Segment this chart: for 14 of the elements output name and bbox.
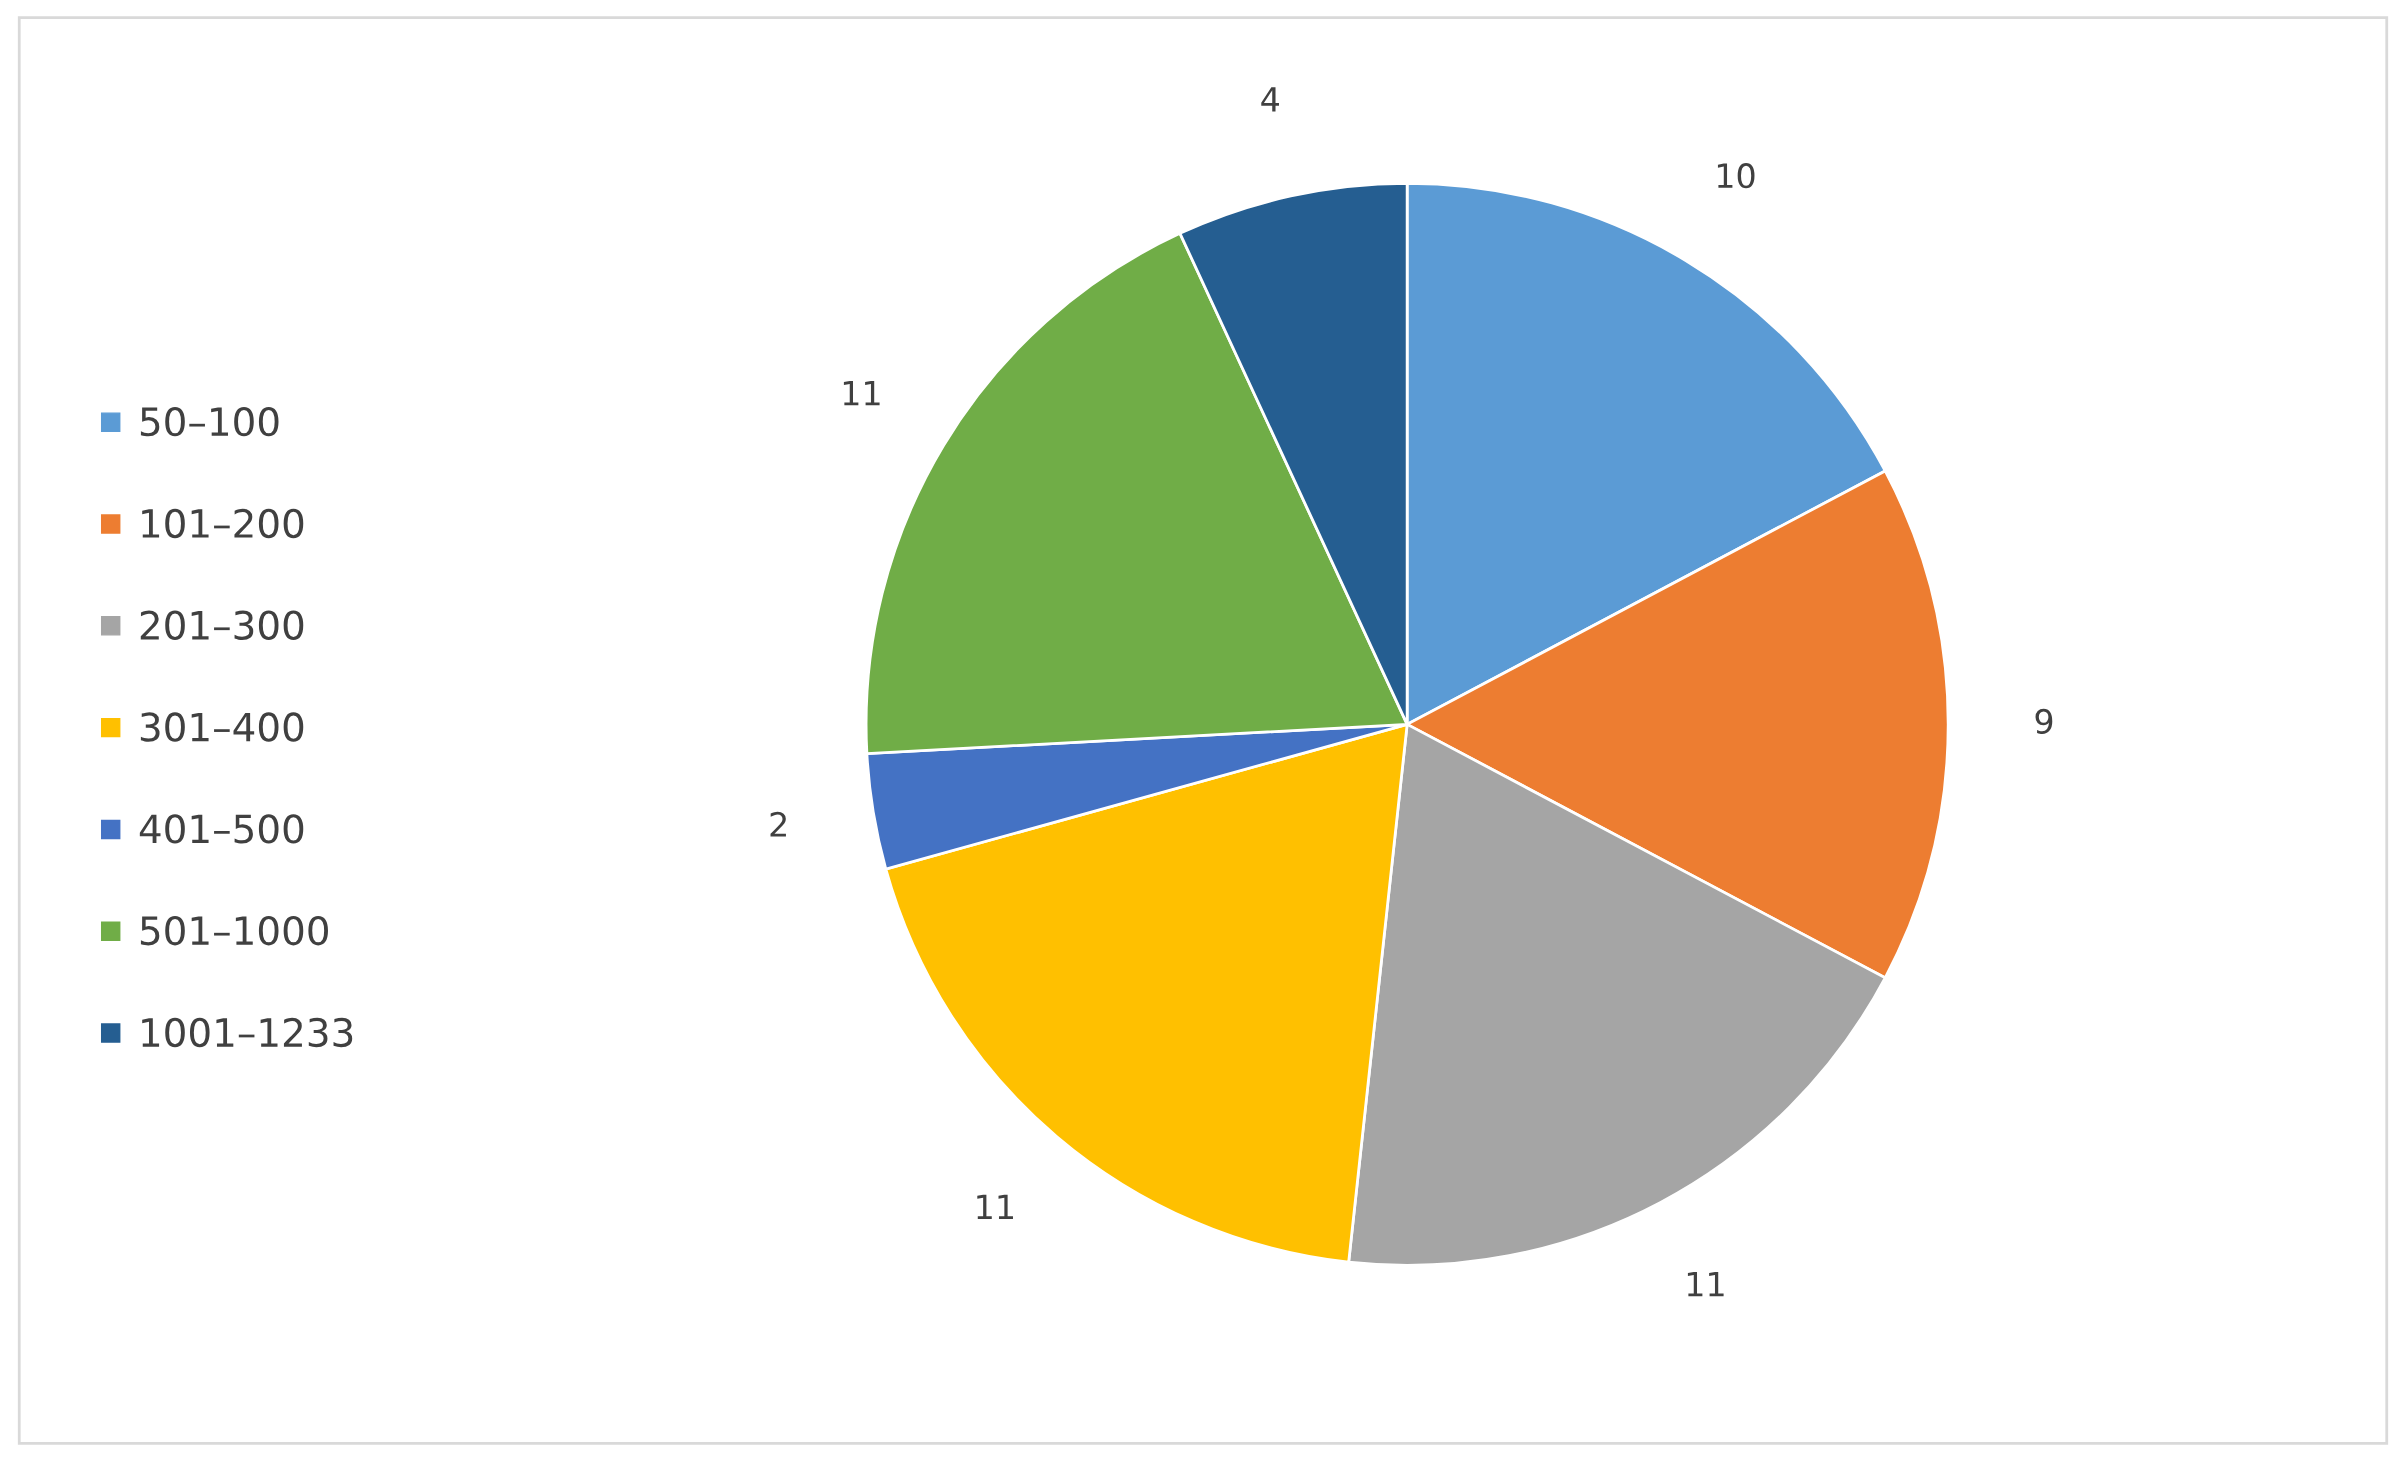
legend-label: 301–400 bbox=[140, 712, 304, 742]
data-label: 10 bbox=[1717, 163, 1755, 189]
data-label: 11 bbox=[1687, 1271, 1724, 1297]
data-label: 11 bbox=[843, 380, 880, 406]
legend-label: 50–100 bbox=[140, 406, 279, 437]
data-label: 4 bbox=[1261, 87, 1279, 112]
legend-label: 201–300 bbox=[140, 610, 304, 640]
data-label: 11 bbox=[977, 1194, 1013, 1219]
legend-label: 1001–1233 bbox=[142, 1017, 353, 1048]
legend-label: 101–200 bbox=[142, 508, 304, 539]
data-label: 9 bbox=[2035, 708, 2053, 735]
data-label: 2 bbox=[770, 811, 786, 837]
legend-label: 401–500 bbox=[139, 814, 304, 844]
legend-label: 501–1000 bbox=[140, 915, 328, 946]
